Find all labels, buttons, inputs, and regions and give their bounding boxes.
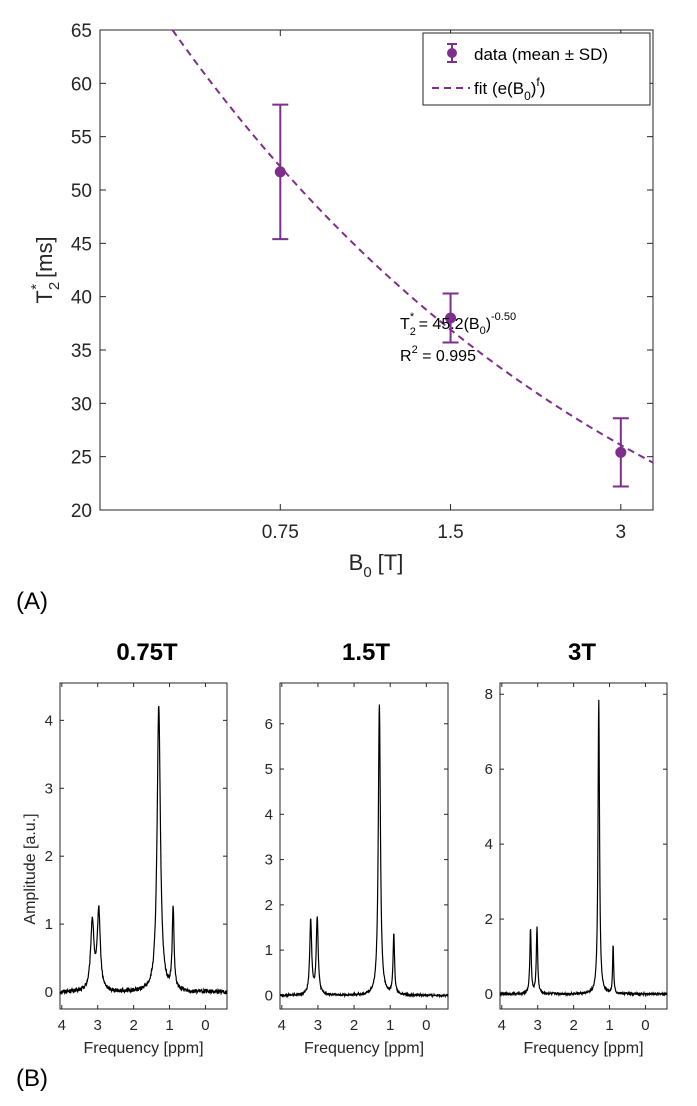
y-tick-label: 4 [265,806,273,823]
r-squared: R2 = 0.995 [400,344,476,365]
data-marker [615,446,627,458]
x-tick-label: 4 [498,1017,506,1034]
x-tick-label: 3 [534,1017,542,1034]
fit-curve [171,29,654,464]
spectrum-line [279,704,449,999]
panel-a-x-axis-label: B0 [T] [349,550,404,581]
spectrum-subplot-3t: 3T 0 2 4 6 8 4 3 2 1 0 Frequency [ppm] [485,639,668,1057]
y-tick-label: 65 [71,21,92,42]
x-tick-label: 1 [605,1017,613,1034]
x-tick-label: 0.75 [262,522,299,543]
x-tick-label: 3 [616,522,627,543]
x-axis-label: Frequency [ppm] [523,1040,643,1057]
y-tick-label: 1 [265,942,273,959]
x-tick-label: 2 [350,1017,358,1034]
subplot-title: 1.5T [342,639,390,666]
spectrum-subplot-0-75t: 0.75T 0 1 2 3 4 4 3 2 1 0 Frequency [ppm] [45,639,228,1057]
x-tick-label: 0 [422,1017,430,1034]
y-tick-label: 0 [45,984,53,1001]
fit-line [171,29,654,464]
y-tick-label: 30 [71,394,92,415]
y-tick-label: 4 [485,836,493,853]
x-tick-label: 4 [278,1017,286,1034]
data-point-3 [612,417,629,488]
x-axis-label: Frequency [ppm] [83,1040,203,1057]
y-tick-label: 4 [45,712,53,729]
legend-box [422,32,651,106]
subplot-title: 3T [568,639,596,666]
x-tick-label: 1 [386,1017,394,1034]
panel-a: 20 25 30 35 40 45 50 55 60 65 0.75 1.5 3 T2*[ms] B0… [16,21,654,615]
y-tick-label: 0 [485,986,493,1003]
y-tick-label: 40 [71,288,92,309]
y-tick-label: 35 [71,341,92,362]
x-tick-label: 0 [641,1017,649,1034]
legend-fit-label: fit (e(B0)f) [474,75,545,103]
panel-a-axes-frame [99,29,654,511]
panel-a-x-ticks: 0.75 1.5 3 [262,30,626,543]
y-tick-label: 25 [71,448,92,469]
legend-data-label: data (mean ± SD) [474,45,608,64]
x-tick-label: 3 [314,1017,322,1034]
x-tick-label: 4 [58,1017,66,1034]
fit-equation: T2* = 45.2(B0)-0.50 [400,311,516,338]
y-tick-label: 20 [71,501,92,522]
subplot-frame [279,682,449,1010]
y-tick-label: 3 [45,780,53,797]
panel-a-y-ticks: 20 25 30 35 40 45 50 55 60 65 [71,21,653,522]
spectrum-line [59,705,228,996]
data-point-0-75 [272,103,289,241]
y-tick-label: 6 [265,716,273,733]
panel-b-y-axis-label: Amplitude [a.u.] [22,813,39,924]
x-tick-label: 0 [201,1017,209,1034]
y-tick-label: 0 [265,987,273,1004]
y-tick-label: 45 [71,234,92,255]
y-tick-label: 8 [485,686,493,703]
subplot-frame [59,682,228,1010]
subplot-title: 0.75T [116,639,178,666]
y-tick-label: 2 [485,911,493,928]
panel-b: 0.75T 0 1 2 3 4 4 3 2 1 0 Frequency [ppm] 1.5T 0 1 2 3 4… [16,639,668,1092]
y-tick-label: 2 [45,848,53,865]
y-tick-label: 60 [71,74,92,95]
x-tick-label: 1 [165,1017,173,1034]
y-tick-label: 3 [265,852,273,869]
panel-b-label: (B) [16,1065,48,1092]
subplot-frame [499,682,668,1010]
panel-a-label: (A) [16,588,48,615]
x-tick-label: 2 [569,1017,577,1034]
y-tick-label: 1 [45,916,53,933]
y-tick-label: 6 [485,761,493,778]
y-tick-label: 55 [71,128,92,149]
legend: data (mean ± SD) fit (e(B0)f) [422,32,651,106]
data-marker [274,166,286,178]
x-tick-label: 2 [129,1017,137,1034]
data-point-1-5 [442,292,459,344]
spectrum-subplot-1-5t: 1.5T 0 1 2 3 4 5 6 4 3 2 1 0 Frequency [ppm] [265,639,449,1057]
legend-data-marker [447,43,457,63]
data-points [272,103,629,488]
spectrum-line [499,699,668,998]
x-tick-label: 3 [94,1017,102,1034]
y-tick-label: 50 [71,181,92,202]
x-axis-label: Frequency [ppm] [304,1040,424,1057]
y-tick-label: 5 [265,761,273,778]
y-tick-label: 2 [265,897,273,914]
x-tick-label: 1.5 [437,522,463,543]
panel-a-y-axis-label: T2*[ms] [28,236,63,303]
data-marker [445,312,457,324]
